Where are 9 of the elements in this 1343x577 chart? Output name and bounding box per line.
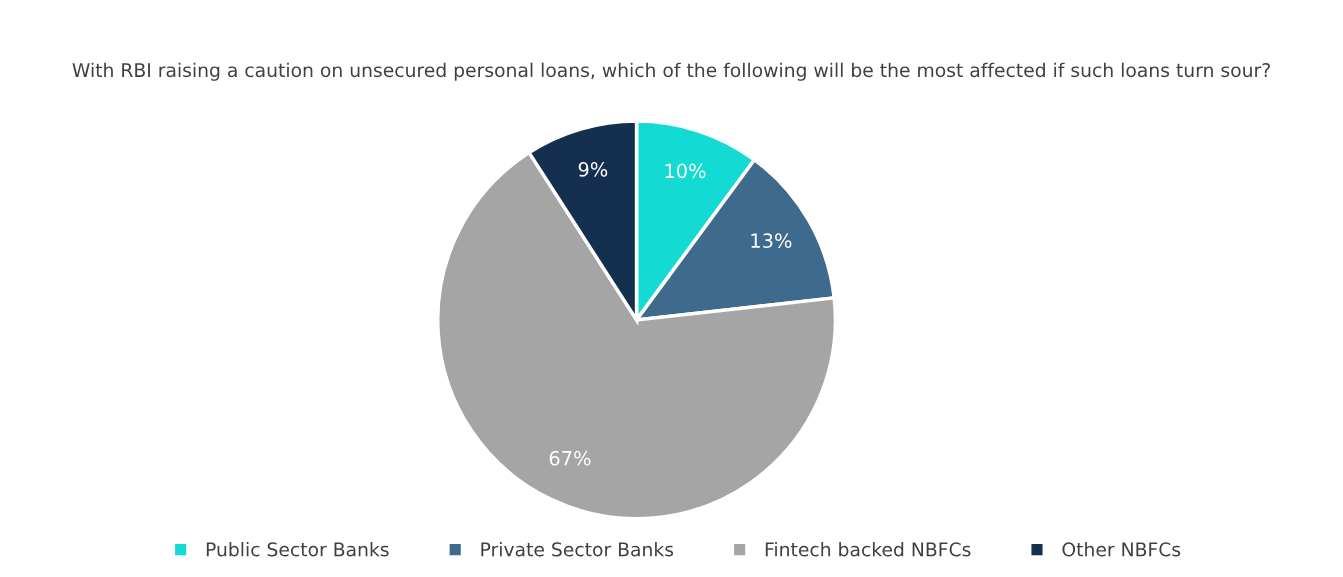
legend-label: Public Sector Banks: [206, 541, 389, 557]
data-label: 9%: [578, 162, 608, 177]
legend-label: Fintech backed NBFCs: [765, 541, 971, 557]
data-label: 10%: [665, 163, 706, 179]
data-label: 13%: [751, 233, 792, 248]
data-label: 67%: [549, 450, 591, 466]
chart-title: With RBI raising a caution on unsecured personal loans, which of the following will be the most affected if such loans turn sour?: [72, 62, 1270, 81]
legend-label: Private Sector Banks: [481, 541, 674, 557]
legend-label: Other NBFCs: [1062, 541, 1181, 557]
